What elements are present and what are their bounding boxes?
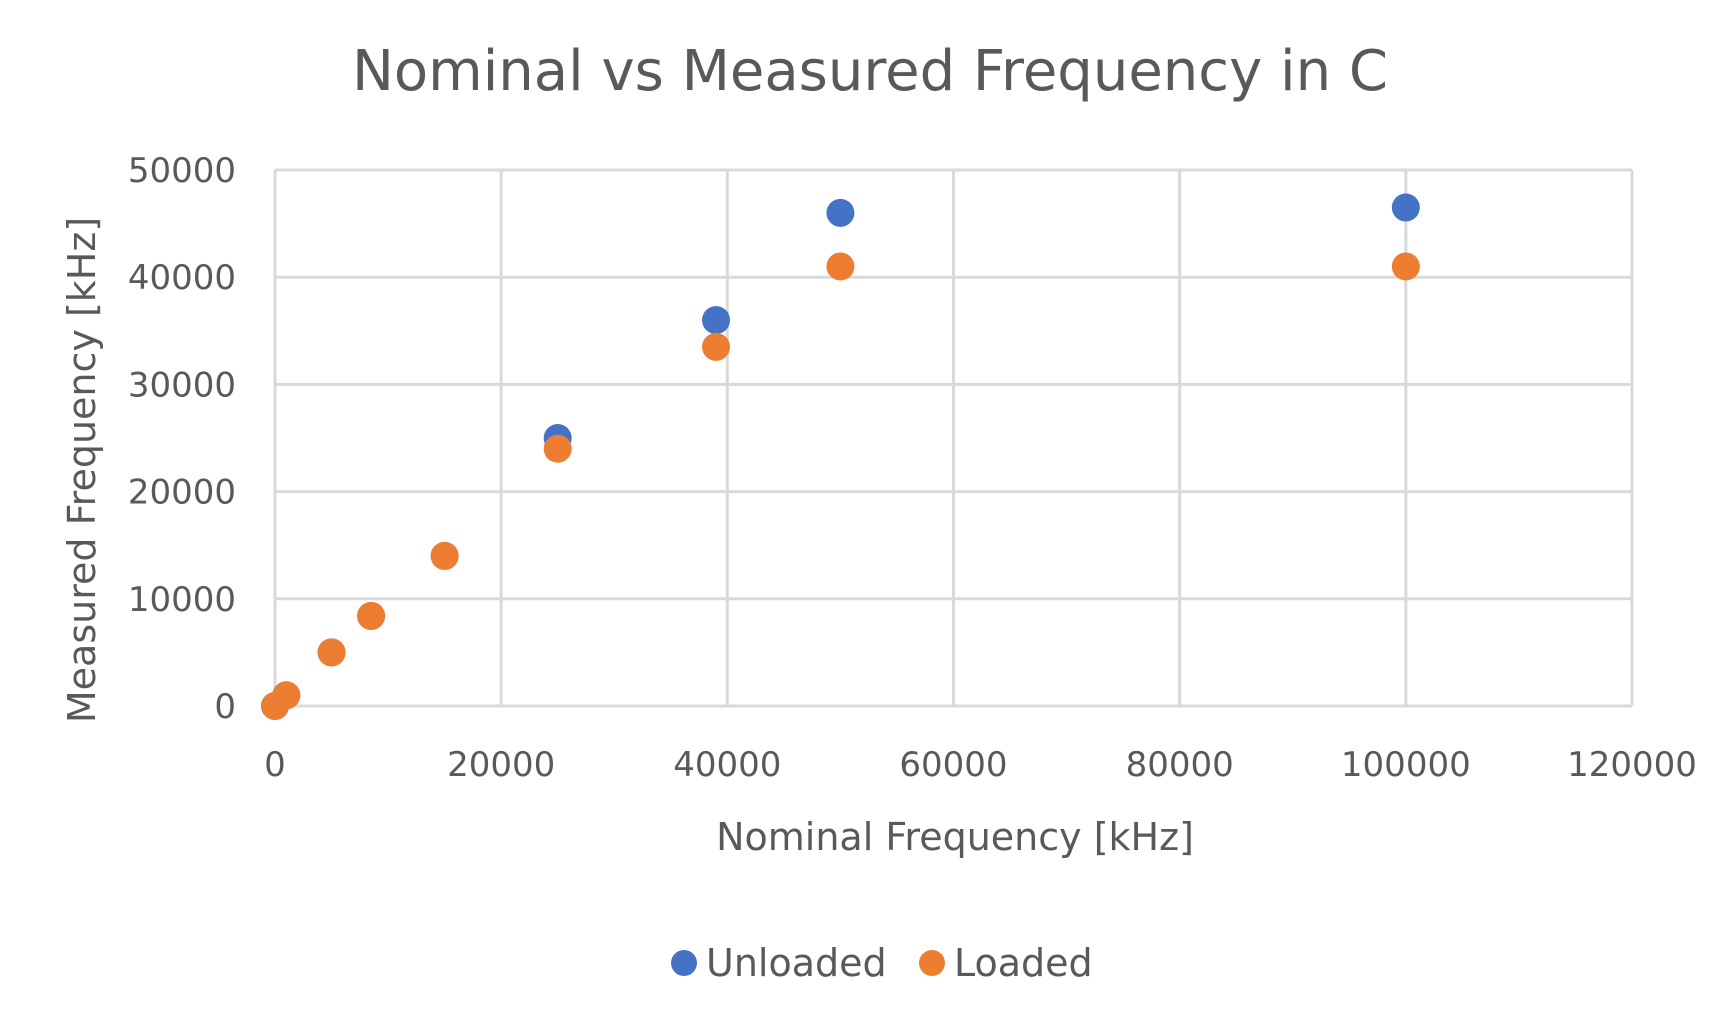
legend-label-unloaded: Unloaded: [706, 941, 887, 985]
data-points: [261, 193, 1420, 720]
y-tick-label: 0: [214, 687, 236, 727]
data-point-unloaded: [702, 306, 731, 335]
chart-title: Nominal vs Measured Frequency in C: [352, 39, 1388, 104]
data-point-loaded: [543, 434, 572, 463]
data-point-unloaded: [1391, 193, 1420, 222]
y-tick-label: 30000: [128, 365, 236, 405]
x-axis-label: Nominal Frequency [kHz]: [716, 815, 1194, 859]
x-tick-label: 40000: [673, 745, 781, 785]
x-tick-label: 120000: [1567, 745, 1697, 785]
x-tick-label: 100000: [1341, 745, 1471, 785]
y-tick-label: 50000: [128, 151, 236, 191]
legend-marker-loaded: [919, 950, 945, 976]
x-tick-label: 0: [264, 745, 286, 785]
data-point-loaded: [826, 252, 855, 281]
legend: Unloaded Loaded: [671, 941, 1093, 985]
data-point-loaded: [430, 541, 459, 570]
data-point-unloaded: [826, 198, 855, 227]
data-point-loaded: [272, 681, 301, 710]
y-tick-label: 10000: [128, 580, 236, 620]
grid: [273, 168, 1634, 708]
y-tick-label: 40000: [128, 258, 236, 298]
tick-labels: 0 20000 40000 60000 80000 100000 120000 0 10000 2…: [128, 151, 1697, 785]
legend-marker-unloaded: [671, 950, 697, 976]
series-loaded: [261, 252, 1420, 720]
x-tick-label: 60000: [899, 745, 1007, 785]
data-point-loaded: [1391, 252, 1420, 281]
data-point-loaded: [357, 601, 386, 630]
y-axis-label: Measured Frequency [kHz]: [60, 217, 104, 723]
legend-item-unloaded: Unloaded: [671, 941, 887, 985]
x-tick-label: 80000: [1126, 745, 1234, 785]
y-tick-label: 20000: [128, 473, 236, 513]
legend-item-loaded: Loaded: [919, 941, 1093, 985]
legend-label-loaded: Loaded: [954, 941, 1093, 985]
data-point-loaded: [317, 638, 346, 667]
x-tick-label: 20000: [447, 745, 555, 785]
data-point-loaded: [702, 332, 731, 361]
